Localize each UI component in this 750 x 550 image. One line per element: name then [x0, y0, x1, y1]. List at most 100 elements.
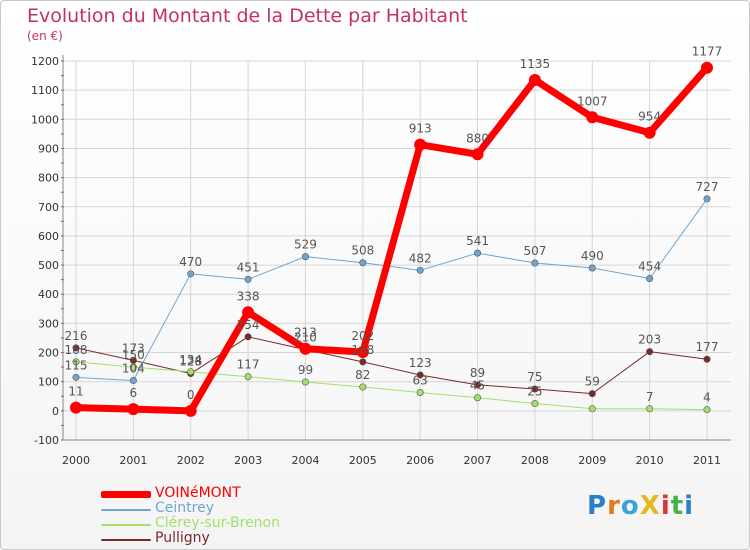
data-label-pulligny: 59 — [585, 375, 600, 389]
data-point-ceintrey — [187, 270, 195, 278]
y-tick-label: 100 — [38, 376, 59, 389]
data-label-voin-mont: 6 — [130, 386, 138, 400]
data-point-voin-mont — [586, 111, 599, 124]
data-point-cl-rey-sur-brenon — [187, 368, 195, 376]
y-tick-label: 1100 — [31, 84, 59, 97]
series-line-ceintrey — [75, 198, 708, 382]
data-point-pulligny — [129, 356, 137, 364]
data-label-ceintrey: 507 — [523, 244, 546, 258]
data-point-pulligny — [359, 358, 367, 366]
data-label-pulligny: 89 — [470, 366, 485, 380]
data-point-voin-mont — [701, 61, 713, 74]
data-point-voin-mont — [70, 401, 82, 414]
data-point-voin-mont — [127, 403, 140, 416]
data-label-cl-rey-sur-brenon: 168 — [65, 343, 88, 357]
data-label-cl-rey-sur-brenon: 45 — [470, 379, 485, 393]
y-tick-label: -100 — [34, 434, 59, 447]
data-label-ceintrey: 482 — [409, 251, 432, 265]
y-tick-label: 0 — [52, 405, 59, 418]
data-label-cl-rey-sur-brenon: 82 — [355, 368, 370, 382]
x-tick-label: 2005 — [349, 454, 377, 467]
data-point-pulligny — [703, 355, 711, 363]
data-label-pulligny: 203 — [638, 333, 661, 347]
y-tick-label: 1000 — [31, 113, 59, 126]
y-tick-label: 700 — [38, 201, 59, 214]
data-label-cl-rey-sur-brenon: 134 — [179, 353, 202, 367]
data-point-voin-mont — [356, 345, 369, 358]
brand-letter: o — [620, 491, 640, 521]
data-point-pulligny — [416, 371, 424, 379]
data-point-ceintrey — [129, 377, 137, 385]
brand-letter: i — [660, 491, 671, 521]
x-tick-label: 2001 — [119, 454, 147, 467]
data-point-ceintrey — [359, 259, 367, 267]
data-point-ceintrey — [531, 259, 539, 267]
brand-letter: X — [639, 491, 661, 521]
data-label-voin-mont: 202 — [351, 329, 374, 343]
x-tick-label: 2006 — [406, 454, 434, 467]
data-point-voin-mont — [414, 138, 427, 151]
data-label-pulligny: 254 — [237, 318, 260, 332]
legend-swatch-ceintrey — [101, 509, 151, 511]
brand-letter: t — [670, 491, 685, 521]
x-tick-label: 2008 — [521, 454, 549, 467]
data-point-voin-mont — [643, 126, 656, 139]
data-point-ceintrey — [646, 274, 654, 282]
data-label-pulligny: 210 — [294, 331, 317, 345]
data-point-cl-rey-sur-brenon — [129, 363, 137, 371]
data-label-cl-rey-sur-brenon: 63 — [413, 373, 428, 387]
data-label-cl-rey-sur-brenon: 150 — [122, 348, 145, 362]
brand-letter: P — [587, 491, 608, 521]
data-point-ceintrey — [416, 266, 424, 274]
x-tick-label: 2002 — [177, 454, 205, 467]
data-point-pulligny — [646, 348, 654, 356]
data-label-voin-mont: 11 — [68, 385, 83, 399]
data-point-cl-rey-sur-brenon — [301, 378, 309, 386]
data-point-cl-rey-sur-brenon — [72, 358, 80, 366]
data-label-pulligny: 128 — [179, 355, 202, 369]
data-label-cl-rey-sur-brenon: 99 — [298, 363, 313, 377]
data-label-voin-mont: 1007 — [577, 94, 608, 108]
data-point-ceintrey — [703, 195, 711, 203]
data-point-ceintrey — [72, 373, 80, 381]
y-tick-label: 200 — [38, 347, 59, 360]
x-tick-label: 2007 — [464, 454, 492, 467]
data-point-voin-mont — [471, 148, 484, 161]
y-tick-label: 800 — [38, 172, 59, 185]
data-label-pulligny: 123 — [409, 356, 432, 370]
data-point-ceintrey — [301, 253, 309, 261]
data-point-ceintrey — [474, 249, 482, 257]
data-label-voin-mont: 338 — [237, 289, 260, 303]
data-label-ceintrey: 508 — [351, 244, 374, 258]
data-point-cl-rey-sur-brenon — [588, 405, 596, 413]
data-point-cl-rey-sur-brenon — [531, 400, 539, 408]
data-point-voin-mont — [299, 342, 312, 355]
data-point-voin-mont — [528, 73, 541, 86]
data-label-voin-mont: 0 — [187, 388, 195, 402]
data-label-pulligny: 168 — [351, 343, 374, 357]
data-label-voin-mont: 213 — [294, 326, 317, 340]
data-label-ceintrey: 470 — [179, 255, 202, 269]
data-point-ceintrey — [588, 264, 596, 272]
data-point-voin-mont — [242, 306, 255, 319]
x-tick-label: 2010 — [636, 454, 664, 467]
data-label-voin-mont: 1135 — [520, 57, 551, 71]
data-label-cl-rey-sur-brenon: 4 — [703, 391, 711, 405]
data-label-voin-mont: 913 — [409, 122, 432, 136]
data-point-cl-rey-sur-brenon — [474, 394, 482, 402]
x-tick-label: 2011 — [693, 454, 721, 467]
y-tick-label: 400 — [38, 288, 59, 301]
data-point-cl-rey-sur-brenon — [646, 405, 654, 413]
x-tick-label: 2000 — [62, 454, 90, 467]
data-point-pulligny — [244, 333, 252, 341]
series-line-pulligny — [75, 336, 708, 395]
brand-letter: r — [607, 491, 621, 521]
data-point-pulligny — [72, 344, 80, 352]
x-tick-label: 2009 — [578, 454, 606, 467]
data-label-ceintrey: 454 — [638, 259, 661, 273]
y-tick-label: 600 — [38, 230, 59, 243]
chart-title: Evolution du Montant de la Dette par Hab… — [27, 5, 468, 27]
y-tick-label: 500 — [38, 259, 59, 272]
data-label-cl-rey-sur-brenon: 117 — [237, 358, 260, 372]
